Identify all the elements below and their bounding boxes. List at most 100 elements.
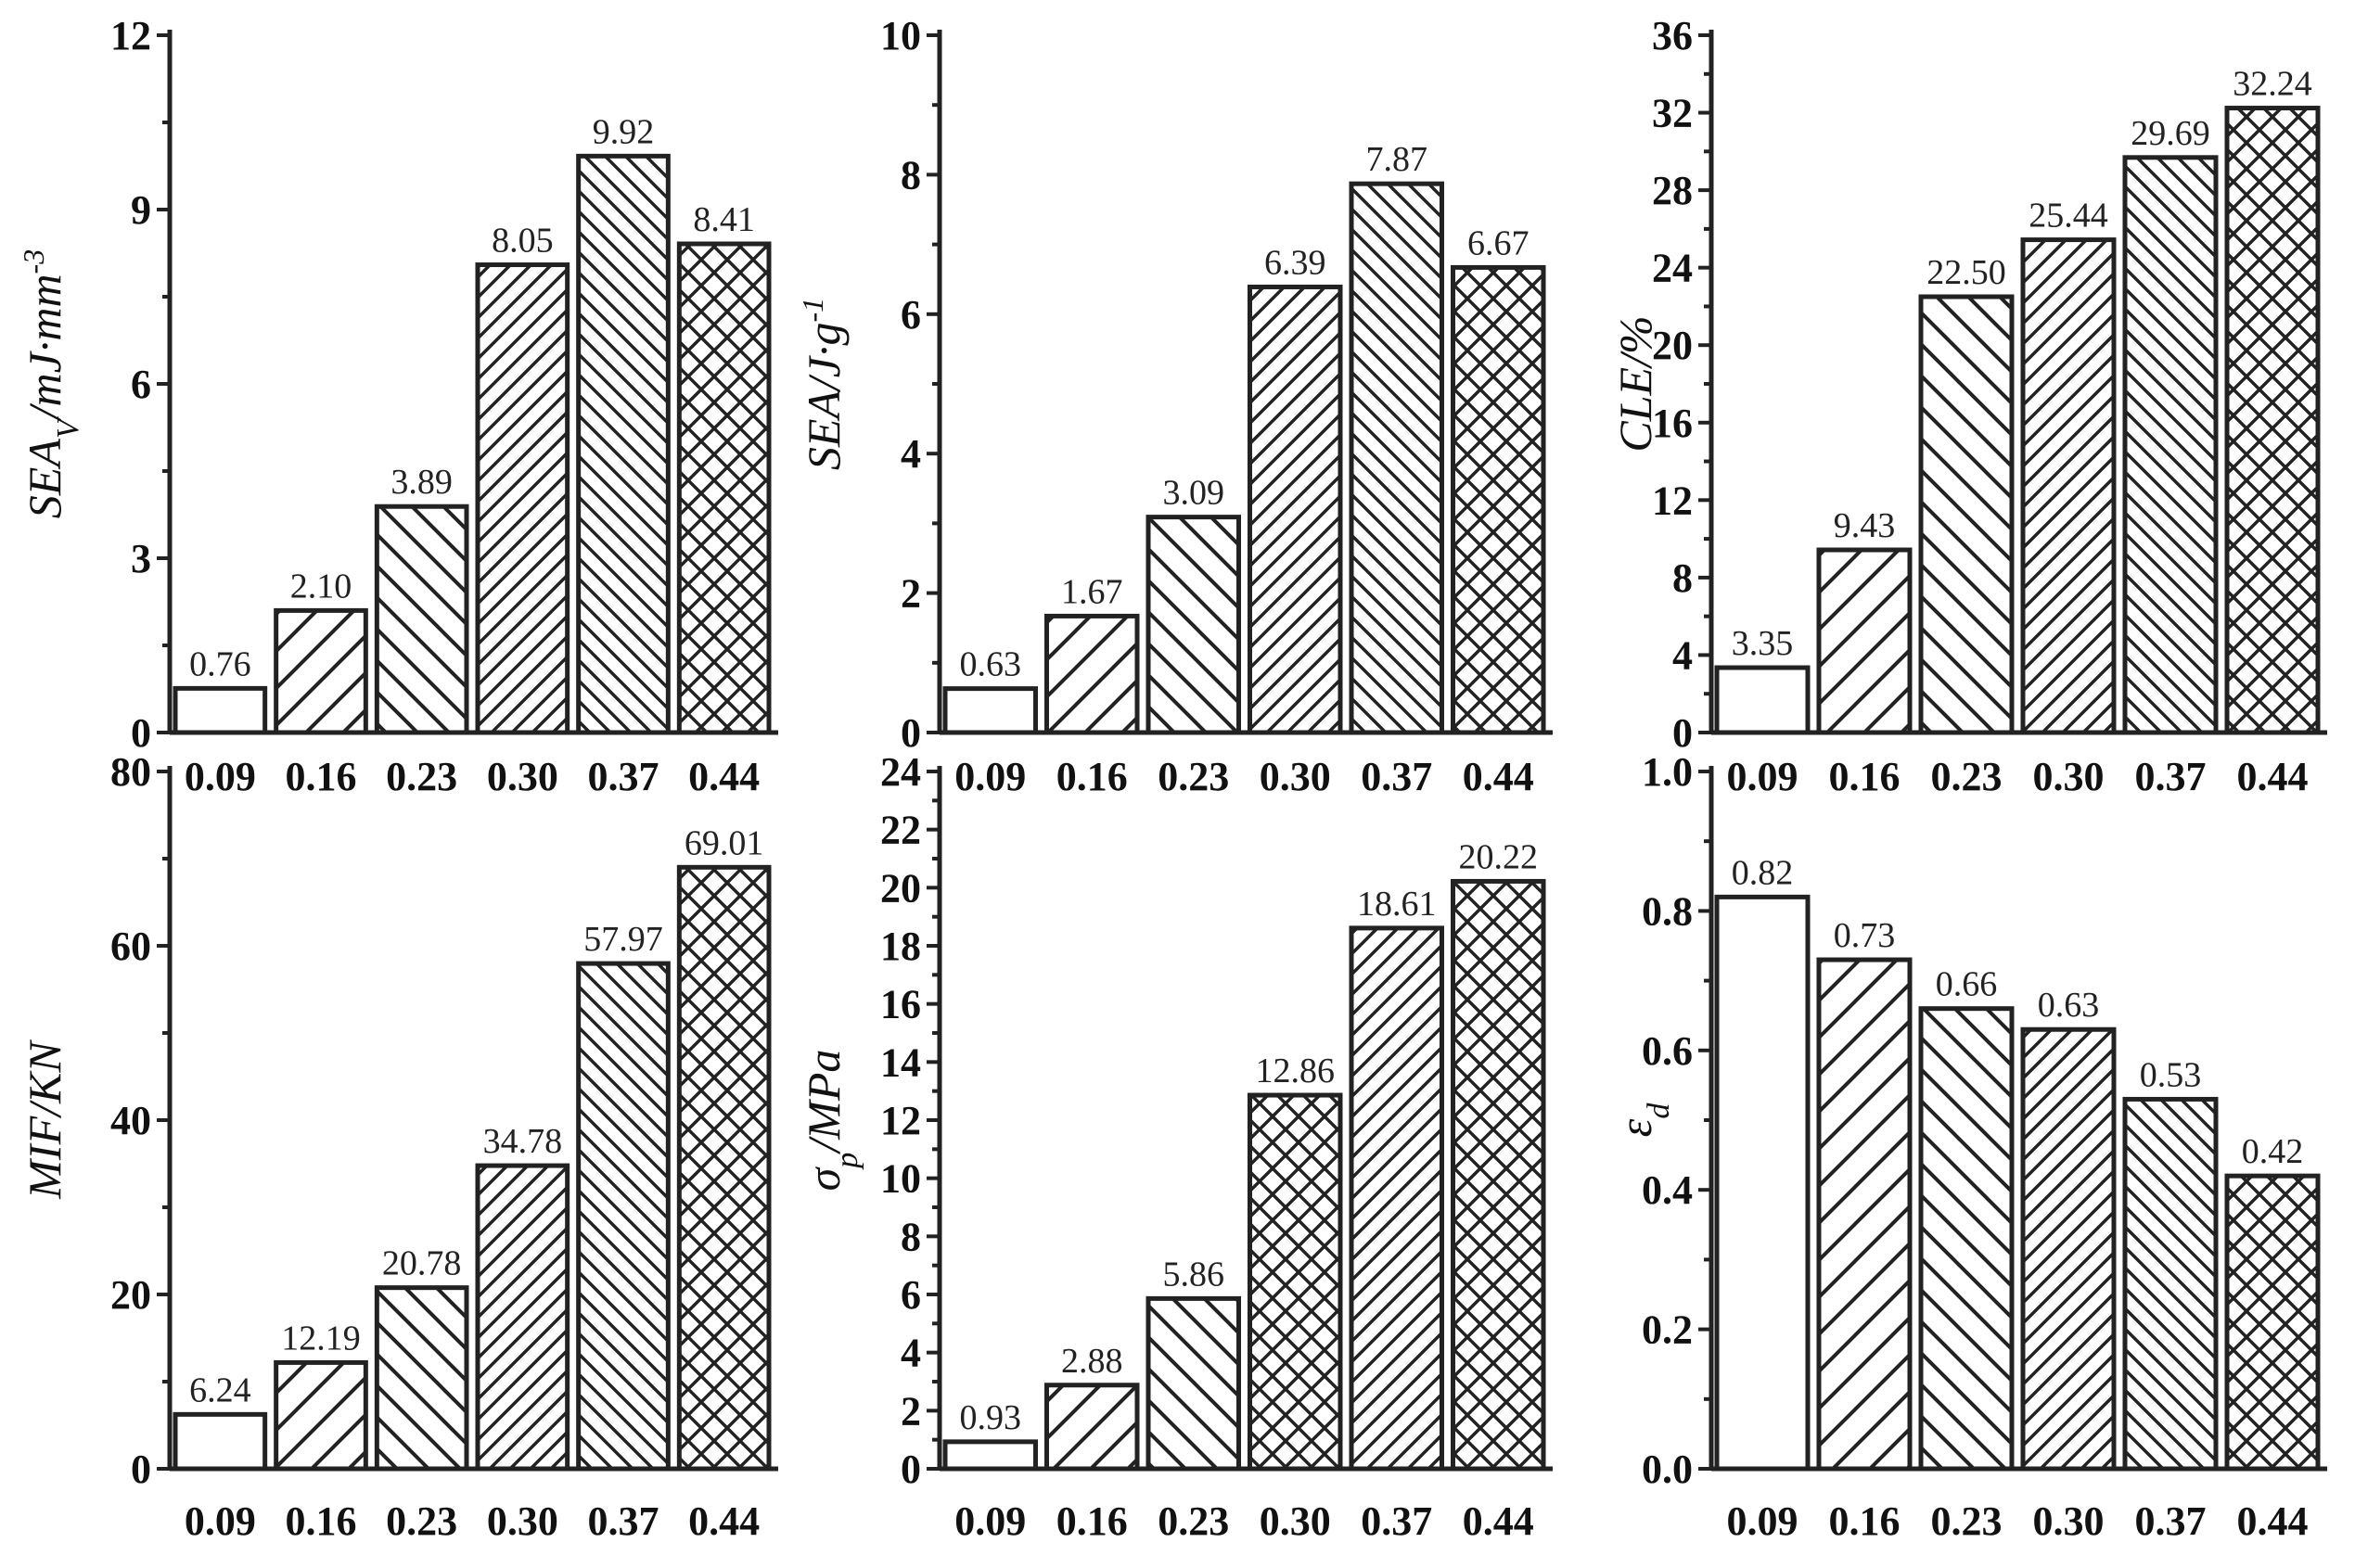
y-tick-label: 60 (110, 924, 151, 969)
data-label: 1.67 (1061, 572, 1123, 611)
bar-0.30 (2020, 1026, 2117, 1472)
chart-panel-stress: 0.932.885.8612.8618.6120.220246810121416… (798, 749, 1553, 1544)
y-tick-label: 0 (131, 710, 151, 756)
y-tick-label: 22 (880, 808, 921, 853)
data-label: 8.05 (492, 222, 554, 261)
bar-0.09 (942, 686, 1038, 735)
x-tick-label: 0.09 (1727, 754, 1798, 799)
y-tick-label: 16 (880, 982, 921, 1027)
bar-0.44 (676, 864, 772, 1472)
data-label: 29.69 (2131, 114, 2210, 153)
bar-0.09 (942, 1439, 1038, 1472)
bar-0.23 (1918, 1006, 2015, 1472)
bar-0.23 (374, 1285, 469, 1472)
bar-0.16 (1044, 613, 1140, 735)
x-tick-label: 0.09 (1727, 1498, 1798, 1544)
bar-0.16 (1816, 547, 1913, 735)
data-label: 34.78 (483, 1122, 563, 1161)
x-tick-label: 0.37 (588, 754, 659, 799)
y-tick-label: 6 (901, 292, 921, 338)
bar-0.37 (2122, 1096, 2219, 1472)
x-tick-label: 0.09 (954, 754, 1026, 799)
data-label: 0.63 (2038, 986, 2100, 1025)
data-label: 6.67 (1467, 223, 1529, 262)
y-tick-label: 10 (880, 1156, 921, 1202)
bar-0.16 (274, 607, 368, 735)
chart-panel-cle: 3.35 9.43 22.50 25.44 29.69 32.24 0 4 8 12 16 20 24 2… (1609, 13, 2327, 799)
data-label: 6.39 (1264, 243, 1326, 282)
y-axis-title: SEA/J·g-1 (796, 298, 850, 470)
bar-0.37 (576, 961, 671, 1472)
x-tick-label: 0.30 (1260, 754, 1331, 799)
data-label: 3.09 (1163, 474, 1225, 513)
x-tick-label: 0.23 (386, 754, 457, 799)
data-label: 9.43 (1834, 506, 1896, 545)
y-tick-label: 0.6 (1642, 1028, 1693, 1074)
x-tick-label: 0.23 (1931, 1498, 2003, 1544)
x-tick-label: 0.23 (386, 1498, 457, 1544)
data-label: 7.87 (1366, 140, 1428, 179)
x-tick-label: 0.23 (1158, 1498, 1229, 1544)
y-tick-label: 0.0 (1642, 1447, 1693, 1492)
x-tick-label: 0.44 (2237, 754, 2309, 799)
bar-0.09 (173, 1411, 268, 1472)
bar-0.37 (1349, 181, 1444, 735)
y-axis-title: SEAV/mJ·mm-3 (17, 249, 85, 518)
x-tick-label: 0.16 (1056, 754, 1128, 799)
y-tick-label: 12 (880, 1098, 921, 1143)
x-tick-label: 0.37 (2135, 754, 2207, 799)
data-label: 12.19 (281, 1319, 361, 1358)
x-tick-label: 0.09 (954, 1498, 1026, 1544)
x-tick-label: 0.37 (2135, 1498, 2207, 1544)
x-tick-label: 0.16 (1829, 1498, 1901, 1544)
y-axis-title: εd (1609, 1103, 1676, 1138)
data-label: 0.42 (2242, 1132, 2304, 1171)
data-label: 32.24 (2233, 65, 2312, 104)
bar-0.09 (1714, 894, 1811, 1472)
data-label: 18.61 (1357, 885, 1437, 924)
y-tick-label: 0 (901, 710, 921, 756)
y-tick-label: 80 (110, 749, 151, 795)
data-label: 3.89 (390, 463, 453, 502)
chart-panel-strain: 0.82 0.73 0.66 0.63 0.53 0.42 0.0 0.2 0.4 0.6 0.8 1… (1609, 749, 2327, 1544)
data-label: 22.50 (1926, 253, 2006, 292)
x-tick-label: 0.30 (1260, 1498, 1331, 1544)
y-tick-label: 20 (110, 1272, 151, 1318)
x-tick-label: 0.30 (487, 754, 558, 799)
y-tick-label: 1.0 (1642, 749, 1693, 795)
bar-0.44 (1451, 878, 1546, 1472)
bar-0.44 (2224, 1173, 2321, 1472)
y-axis-title: σp/MPa (798, 1050, 864, 1192)
bar-0.30 (475, 1163, 570, 1472)
y-tick-label: 12 (110, 13, 151, 58)
y-tick-label: 28 (1652, 168, 1693, 213)
bar-0.09 (1714, 665, 1811, 735)
y-tick-label: 24 (1652, 246, 1693, 291)
bar-0.16 (1816, 957, 1913, 1472)
data-label: 69.01 (685, 823, 764, 862)
bar-0.23 (1146, 1295, 1241, 1472)
x-tick-label: 0.44 (688, 754, 760, 799)
data-label: 12.86 (1256, 1052, 1336, 1090)
y-tick-label: 0.4 (1642, 1167, 1693, 1213)
y-tick-label: 18 (880, 924, 921, 969)
x-tick-label: 0.37 (588, 1498, 659, 1544)
bar-0.30 (2020, 237, 2117, 735)
y-tick-label: 6 (901, 1272, 921, 1318)
x-tick-label: 0.37 (1361, 1498, 1432, 1544)
x-tick-label: 0.16 (286, 754, 357, 799)
y-tick-label: 6 (131, 362, 151, 407)
y-tick-label: 0 (131, 1447, 151, 1492)
y-tick-label: 4 (901, 1331, 921, 1376)
bar-0.30 (1248, 1092, 1343, 1472)
y-tick-label: 0 (1672, 710, 1693, 756)
x-tick-label: 0.44 (688, 1498, 760, 1544)
data-label: 2.10 (290, 567, 352, 606)
x-tick-label: 0.16 (286, 1498, 357, 1544)
y-tick-label: 36 (1652, 13, 1693, 58)
y-tick-label: 10 (880, 13, 921, 58)
bar-0.37 (576, 153, 671, 735)
x-tick-label: 0.09 (185, 754, 256, 799)
x-tick-label: 0.23 (1158, 754, 1229, 799)
bar-0.44 (676, 241, 772, 735)
